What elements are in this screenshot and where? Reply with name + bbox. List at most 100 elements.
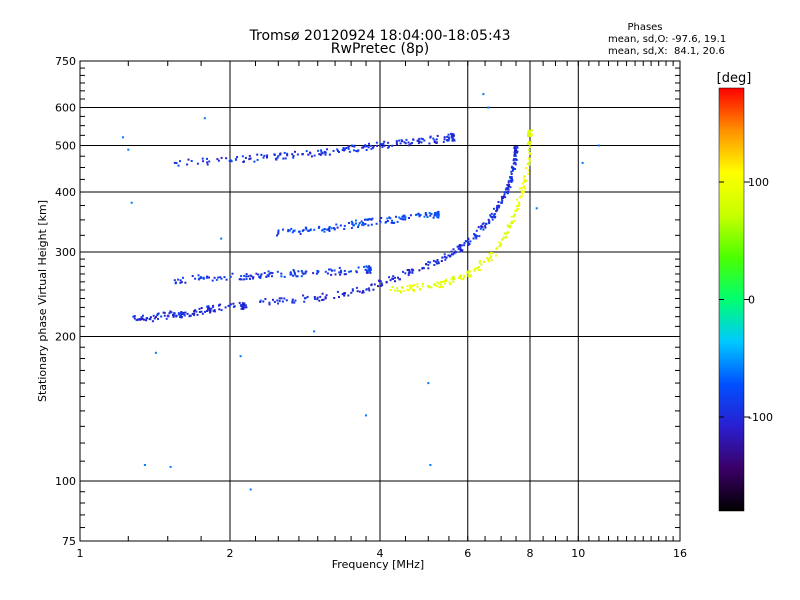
- data-point: [506, 231, 509, 234]
- x-axis-label: Frequency [MHz]: [332, 558, 424, 571]
- data-point: [412, 269, 415, 271]
- data-point: [443, 282, 446, 285]
- data-point: [398, 216, 401, 219]
- data-point: [230, 160, 233, 163]
- data-point: [367, 224, 370, 227]
- data-point: [163, 314, 166, 317]
- data-point: [524, 167, 527, 169]
- data-point: [434, 141, 437, 144]
- data-point: [474, 235, 477, 238]
- data-point: [482, 93, 485, 96]
- data-point: [433, 139, 436, 142]
- data-point: [276, 156, 279, 159]
- data-point: [409, 214, 412, 217]
- data-point: [330, 227, 333, 230]
- data-point: [154, 351, 157, 354]
- data-point: [497, 201, 500, 203]
- data-point: [156, 314, 159, 317]
- x-tick-label: 8: [527, 547, 534, 560]
- data-point: [498, 204, 501, 207]
- data-point: [399, 142, 402, 145]
- data-point: [428, 142, 431, 145]
- data-point: [133, 315, 136, 318]
- data-point: [201, 312, 204, 315]
- data-point: [523, 185, 525, 188]
- data-point: [480, 263, 483, 266]
- data-point: [294, 299, 297, 302]
- data-point: [260, 273, 263, 276]
- data-point: [486, 256, 489, 259]
- data-point: [408, 217, 410, 219]
- data-point: [245, 273, 248, 276]
- data-point: [277, 232, 280, 235]
- data-point: [326, 228, 329, 231]
- data-point: [258, 276, 261, 278]
- data-point: [500, 201, 503, 204]
- data-point: [339, 224, 342, 227]
- data-point: [515, 209, 518, 212]
- data-point: [292, 274, 295, 277]
- data-point: [512, 215, 515, 218]
- data-point: [477, 268, 480, 271]
- data-point: [495, 247, 498, 250]
- data-point: [360, 220, 363, 223]
- data-point: [472, 237, 475, 240]
- data-point: [364, 218, 366, 221]
- data-point: [436, 259, 439, 261]
- data-point: [398, 139, 401, 142]
- data-point: [351, 288, 354, 291]
- data-point: [429, 214, 432, 217]
- data-point: [356, 290, 359, 293]
- data-point: [289, 271, 292, 274]
- data-point: [284, 157, 287, 160]
- data-point: [350, 220, 353, 223]
- data-point: [281, 300, 284, 303]
- data-point: [348, 150, 351, 153]
- data-point: [212, 305, 214, 308]
- data-point: [173, 161, 176, 164]
- data-point: [460, 275, 463, 278]
- data-point: [427, 261, 430, 263]
- data-point: [511, 179, 514, 182]
- data-point: [324, 153, 327, 156]
- data-point: [177, 312, 180, 315]
- data-point: [219, 303, 222, 306]
- data-point: [420, 137, 423, 140]
- data-point: [172, 315, 175, 318]
- data-point: [488, 259, 491, 262]
- data-point: [271, 275, 273, 278]
- data-point: [206, 157, 208, 160]
- data-point: [305, 226, 308, 229]
- data-point: [241, 307, 244, 309]
- data-point: [283, 275, 286, 278]
- data-point: [386, 217, 389, 220]
- data-point: [362, 223, 365, 225]
- data-point: [483, 260, 486, 263]
- data-point: [527, 130, 530, 133]
- data-point: [381, 143, 384, 146]
- data-point: [432, 259, 435, 262]
- data-point: [417, 212, 420, 215]
- data-point: [316, 271, 319, 274]
- data-point: [527, 131, 530, 134]
- data-point: [215, 278, 218, 281]
- data-point: [395, 140, 398, 143]
- data-point: [268, 303, 271, 306]
- data-point: [269, 271, 272, 274]
- data-point: [401, 140, 404, 143]
- data-point: [220, 309, 223, 312]
- data-point: [302, 294, 305, 297]
- data-point: [152, 314, 155, 317]
- data-point: [324, 296, 327, 299]
- data-point: [394, 280, 396, 283]
- data-point: [280, 272, 283, 275]
- data-point: [368, 265, 371, 268]
- data-point: [208, 160, 211, 163]
- data-point: [240, 307, 243, 310]
- data-point: [321, 299, 324, 301]
- data-point: [408, 270, 411, 273]
- data-point: [354, 222, 357, 225]
- data-point: [528, 141, 531, 144]
- data-point: [326, 272, 329, 275]
- data-point: [149, 316, 152, 319]
